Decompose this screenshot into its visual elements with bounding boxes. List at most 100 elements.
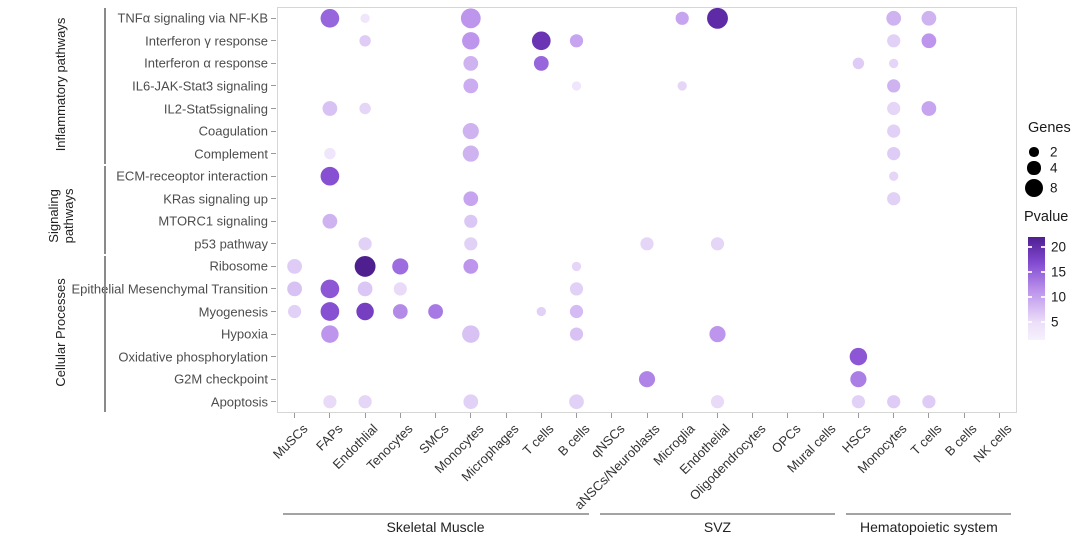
dot (288, 304, 302, 319)
y-tick (271, 243, 276, 245)
dot (464, 237, 478, 251)
dot (849, 347, 868, 366)
dot (287, 259, 302, 274)
y-tick (271, 265, 276, 267)
dot (851, 395, 866, 409)
dot (569, 394, 584, 410)
pathway-label: G2M checkpoint (174, 371, 268, 387)
dot (287, 281, 302, 297)
y-tick (271, 153, 276, 155)
dot (887, 395, 901, 409)
dot (462, 325, 480, 343)
dot (677, 81, 687, 91)
cell-type-label: B cells (554, 421, 593, 459)
colorbar-tick (1041, 321, 1045, 323)
dot (392, 258, 409, 275)
pathway-label: Myogenesis (198, 304, 268, 319)
dot (464, 214, 478, 228)
dot (887, 79, 901, 93)
pathway-label: MTORC1 signaling (158, 213, 268, 229)
colorbar-tick-value: 5 (1051, 314, 1059, 330)
dot (889, 171, 899, 181)
dot (462, 123, 479, 140)
pvalue-colorbar (1028, 237, 1045, 340)
dot (707, 7, 728, 29)
x-tick (998, 413, 1000, 418)
dot (323, 395, 337, 409)
dot (463, 78, 479, 94)
x-tick (893, 413, 895, 418)
dot (921, 101, 937, 116)
pathway-label: IL6-JAK-Stat3 signaling (132, 78, 268, 94)
pathway-label: p53 pathway (194, 236, 268, 252)
y-tick (271, 108, 276, 109)
dot (462, 145, 479, 162)
dot (921, 10, 937, 26)
pathway-label: ECM-receoptor interaction (116, 168, 268, 184)
pathway-label: Oxidative phosphorylation (118, 349, 268, 365)
colorbar-tick (1028, 321, 1032, 323)
dot (569, 282, 584, 296)
pathway-label: Apoptosis (210, 394, 268, 410)
pathway-label: Complement (194, 146, 268, 162)
dot (462, 32, 480, 50)
cell-type-label: T cells (519, 421, 557, 459)
y-tick (271, 85, 276, 87)
pathway-label: IL2-Stat5signaling (163, 101, 268, 116)
y-tick (271, 62, 276, 64)
cell-type-label: NK cells (970, 421, 1015, 466)
dot (640, 237, 654, 251)
dot (463, 394, 479, 410)
dot (887, 147, 901, 161)
dot (356, 302, 374, 321)
genes-size-value: 2 (1050, 144, 1058, 160)
y-tick (271, 401, 276, 403)
dot (360, 13, 370, 23)
dot (571, 261, 582, 272)
dot (887, 192, 901, 206)
y-tick (271, 40, 276, 42)
dot (569, 327, 584, 341)
dot (531, 31, 551, 51)
plot-panel (277, 7, 1017, 413)
dot (886, 10, 902, 26)
pathway-label: KRas signaling up (163, 191, 268, 207)
dot (320, 8, 340, 28)
dot (571, 81, 582, 91)
dot (463, 56, 479, 71)
col-group-line (846, 513, 1012, 515)
dot (358, 395, 372, 409)
dot (320, 302, 340, 321)
colorbar-tick (1041, 271, 1045, 273)
x-tick (752, 413, 754, 418)
row-group-label: Inflammatory pathways (53, 17, 69, 152)
x-tick (646, 413, 648, 418)
x-tick (611, 413, 613, 418)
dot (852, 57, 865, 70)
y-tick (271, 311, 276, 312)
pathway-label: Coagulation (198, 123, 268, 139)
colorbar-tick-value: 20 (1051, 239, 1067, 255)
dot (393, 282, 407, 296)
dot (463, 259, 479, 274)
cell-type-label: T cells (907, 421, 945, 459)
x-tick (857, 413, 859, 418)
dot (709, 326, 726, 343)
col-group-label: Hematopoietic system (860, 519, 998, 535)
y-tick (271, 333, 276, 335)
colorbar-tick (1028, 271, 1032, 273)
x-tick (399, 413, 401, 418)
dot (889, 58, 899, 69)
dot (536, 306, 546, 317)
colorbar-tick-value: 10 (1051, 289, 1067, 305)
row-group-label: Cellular Processes (53, 278, 69, 387)
row-group-bracket (104, 166, 106, 254)
pvalue-legend-title: Pvalue (1024, 209, 1069, 225)
genes-size-dot (1027, 161, 1041, 175)
x-tick (576, 413, 578, 418)
x-tick (470, 413, 472, 418)
y-tick (271, 220, 276, 222)
dot (324, 147, 336, 160)
row-group-bracket (104, 256, 106, 412)
